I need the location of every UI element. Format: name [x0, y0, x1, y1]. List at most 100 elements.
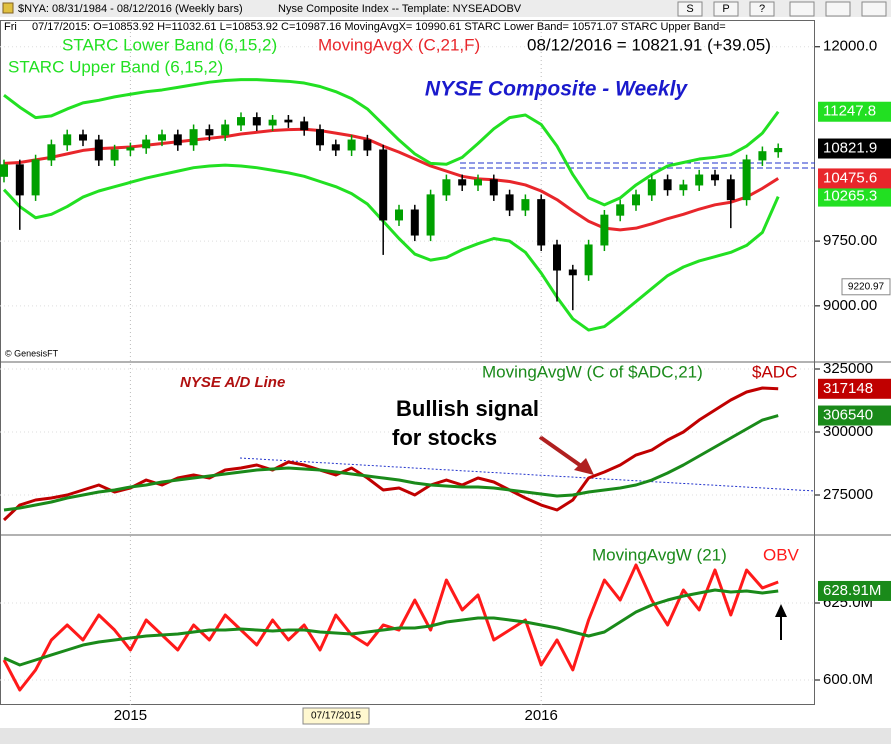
last-value-label: 08/12/2016 = 10821.91 (+39.05) [527, 35, 771, 54]
y-tick-label: 12000.0 [823, 38, 877, 55]
candle-body [284, 119, 293, 123]
candle-body [521, 199, 530, 211]
legend-entry: MovingAvgX (C,21,F) [318, 35, 480, 54]
y-tick-label: 600.0M [823, 671, 873, 688]
y-tick-label: 9000.00 [823, 297, 877, 314]
header-bar [0, 0, 891, 17]
candle-body [711, 174, 719, 181]
candle-body [632, 194, 640, 206]
candle-body [142, 139, 151, 149]
button[interactable] [789, 1, 815, 17]
cursor-date-box [302, 707, 370, 725]
candle-body [726, 179, 735, 201]
value-flag-label: 10265.3 [823, 188, 877, 205]
candle-body [158, 134, 166, 141]
legend-entry: STARC Lower Band (6,15,2) [62, 35, 277, 54]
button-label[interactable]: P [722, 3, 729, 15]
candle-body [47, 144, 56, 161]
candle-body [600, 214, 609, 246]
value-flag [818, 101, 891, 122]
candle-body [252, 117, 261, 126]
candle-body [237, 117, 245, 126]
button-label[interactable]: S [686, 3, 693, 15]
candle-body [695, 174, 704, 186]
candle-body [221, 124, 230, 136]
credit: © GenesisFT [5, 348, 59, 358]
candle-body [110, 149, 119, 161]
candle-body [742, 159, 751, 201]
candle-body [15, 164, 24, 196]
candle-body [489, 179, 498, 196]
series-line [2, 163, 780, 332]
annotation: Bullish signal [396, 396, 539, 421]
series-line [3, 414, 779, 512]
info-day: Fri [4, 21, 17, 33]
header-icon [2, 2, 14, 14]
value-flag [818, 138, 891, 159]
y-tick-label: 300000 [823, 423, 873, 440]
value-flag-label: 10821.9 [823, 139, 877, 156]
button-label[interactable]: ? [759, 3, 765, 15]
buttons: S P ? [677, 1, 887, 17]
candle-body [616, 204, 625, 216]
candle-body [79, 134, 87, 141]
candle-body [584, 244, 593, 276]
candle-body [553, 244, 561, 271]
candle-body [395, 209, 403, 221]
legend-entry: MovingAvgW (C of $ADC,21) [482, 362, 703, 381]
value-flag [818, 405, 891, 426]
cursor-value: 9220.97 [848, 281, 885, 292]
candle-body [410, 209, 419, 236]
button[interactable] [825, 1, 851, 17]
value-flag-label: 317148 [823, 380, 873, 397]
candle-body [426, 194, 435, 236]
series-line [3, 78, 780, 207]
candle-body [458, 179, 467, 186]
annotation: for stocks [392, 425, 497, 450]
candle-body [679, 184, 688, 191]
value-flag [818, 378, 891, 399]
value-flag-label: 306540 [823, 406, 873, 423]
candle-body [663, 179, 672, 191]
legend-entry: $ADC [752, 362, 797, 381]
candle-body [94, 139, 103, 161]
value-flag [818, 168, 891, 189]
candle-body [505, 194, 514, 211]
candle-body [647, 179, 656, 196]
y-tick-label: 9750.00 [823, 232, 877, 249]
candle-body [300, 121, 309, 131]
series-line [3, 127, 780, 232]
candle-body [363, 139, 372, 151]
scrollbar[interactable] [0, 728, 891, 744]
value-flag-label: 628.91M [823, 582, 881, 599]
candle-body [758, 151, 767, 161]
candle-body [774, 148, 783, 153]
button[interactable] [749, 1, 775, 17]
candle-body [442, 179, 451, 196]
series-line [3, 588, 779, 667]
value-flag-label: 10475.6 [823, 169, 877, 186]
symbol-line: $NYA: 08/31/1984 - 08/12/2016 (Weekly ba… [18, 3, 243, 15]
button[interactable] [713, 1, 739, 17]
candle-body [31, 159, 40, 196]
candle-body [268, 119, 277, 126]
y-tick-label: 325000 [823, 360, 873, 377]
cursor-date: 07/17/2015 [311, 711, 361, 722]
legend-entry: STARC Upper Band (6,15,2) [8, 57, 223, 76]
button[interactable] [861, 1, 887, 17]
annotation-arrow [538, 435, 586, 470]
candle-body [347, 139, 356, 151]
signal-arrowhead [775, 604, 787, 617]
candle-body [189, 129, 198, 146]
candle-body [379, 149, 388, 221]
annotation-arrowhead [574, 458, 594, 475]
button[interactable] [677, 1, 703, 17]
candle-body [316, 129, 324, 146]
x-tick-label: 2016 [525, 707, 558, 724]
chart-title: NYSE Composite - Weekly [425, 78, 689, 101]
candle-body [63, 134, 72, 146]
y-tick-label: 275000 [823, 486, 873, 503]
candle-body [474, 179, 482, 186]
